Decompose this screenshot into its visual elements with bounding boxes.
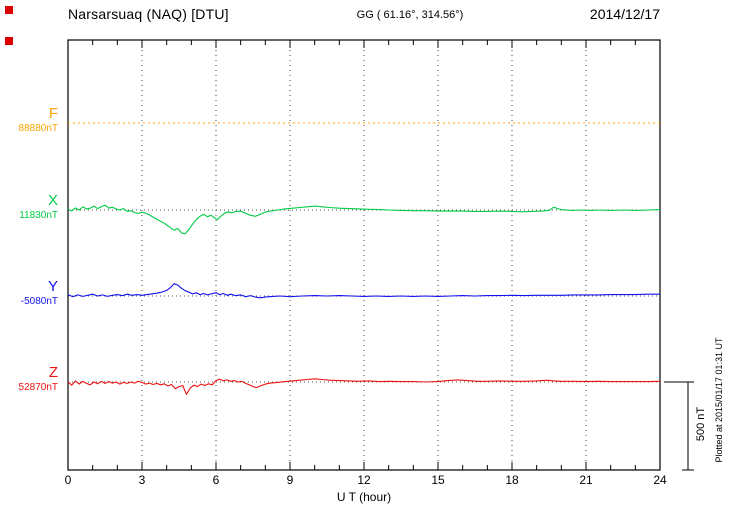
svg-text:6: 6 bbox=[213, 473, 220, 487]
channel-letter-z: Z bbox=[48, 364, 58, 381]
svg-text:18: 18 bbox=[505, 473, 519, 487]
svg-text:12: 12 bbox=[357, 473, 371, 487]
red-marker-icon bbox=[5, 6, 13, 14]
red-marker-icon bbox=[5, 37, 13, 45]
svg-text:3: 3 bbox=[139, 473, 146, 487]
svg-text:9: 9 bbox=[287, 473, 294, 487]
x-axis-label: U T (hour) bbox=[336, 490, 392, 504]
channel-baseline-value-x: 11830nT bbox=[19, 209, 58, 221]
channel-baseline-value-f: 88880nT bbox=[18, 122, 58, 134]
svg-text:0: 0 bbox=[65, 473, 72, 487]
svg-text:15: 15 bbox=[431, 473, 445, 487]
geographic-coordinates: GG ( 61.16°, 314.56°) bbox=[356, 9, 464, 21]
observation-date: 2014/12/17 bbox=[589, 6, 660, 22]
channel-label-x: X 11830nT bbox=[2, 193, 58, 221]
channel-baseline-value-z: 52870nT bbox=[18, 381, 58, 393]
channel-label-y: Y -5080nT bbox=[2, 279, 58, 307]
svg-text:24: 24 bbox=[653, 473, 667, 487]
plotted-timestamp-note: Plotted at 2015/01/17 01:31 UT bbox=[714, 337, 724, 463]
channel-letter-y: Y bbox=[47, 278, 58, 295]
scale-bar-label: 500 nT bbox=[695, 406, 707, 442]
channel-letter-x: X bbox=[47, 192, 58, 209]
channel-label-z: Z 52870nT bbox=[2, 365, 58, 393]
svg-text:21: 21 bbox=[579, 473, 593, 487]
channel-label-f: F 88880nT bbox=[2, 106, 58, 134]
channel-letter-f: F bbox=[48, 105, 58, 122]
station-title: Narsarsuaq (NAQ) [DTU] bbox=[68, 6, 229, 22]
channel-baseline-value-y: -5080nT bbox=[20, 295, 58, 307]
